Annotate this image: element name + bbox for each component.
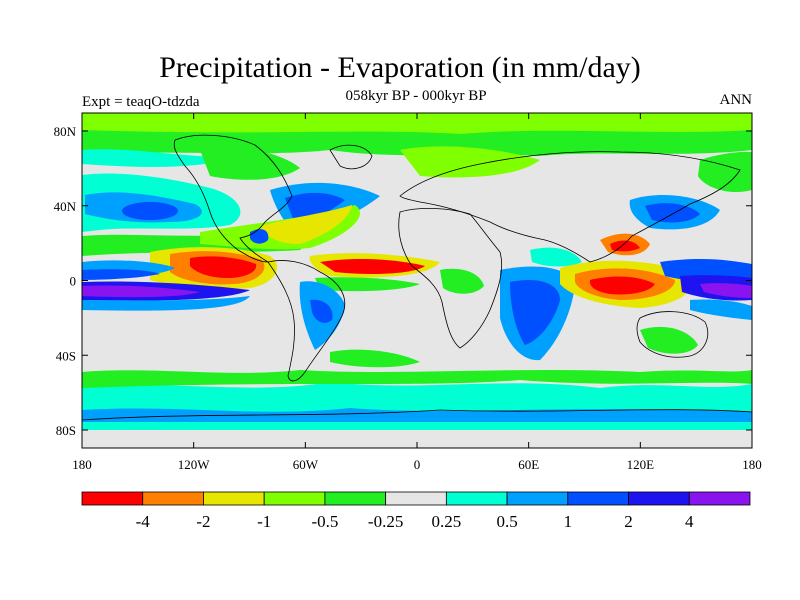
colorbar-swatch: [567, 491, 629, 506]
colorbar-swatch: [81, 491, 144, 506]
colorbar-label: 1: [564, 512, 573, 531]
coastlines: [82, 134, 752, 421]
atlantic-equatorial-red: [320, 259, 425, 274]
north-pacific-cyan: [82, 149, 240, 167]
maritime-red: [590, 276, 655, 295]
east-pacific-red: [190, 256, 257, 278]
lon-tick-label: 0: [414, 457, 421, 472]
coast-eurasia: [399, 151, 741, 263]
north-atlantic-core: [285, 192, 345, 224]
colorbar-label: -2: [196, 512, 210, 531]
lon-tick-label: 60E: [518, 457, 539, 472]
colorbar-swatch: [688, 491, 751, 506]
arabian-sea-cyan: [530, 247, 582, 267]
colorbar-label: -0.25: [368, 512, 403, 531]
south-atlantic-green: [330, 349, 420, 368]
colorbar-swatch: [263, 491, 326, 506]
australia-green: [640, 326, 698, 354]
colorbar-label: 2: [624, 512, 633, 531]
lon-tick-label: 180: [742, 457, 762, 472]
coast-south-america: [267, 260, 346, 382]
lon-tick-label: 60W: [293, 457, 319, 472]
arctic-lightgreen: [82, 113, 752, 134]
colorbar-swatch: [385, 491, 447, 506]
lon-tick-label: 120E: [627, 457, 655, 472]
latitude-axis: 80N 40N 0 40S 80S: [54, 124, 752, 438]
colorbar-label: -1: [257, 512, 271, 531]
season-label: ANN: [719, 92, 753, 108]
pacific-equatorial-core: [82, 285, 200, 298]
colorbar-label: 0.5: [496, 512, 517, 531]
coast-north-america: [173, 134, 293, 263]
colorbar: -4 -2 -1 -0.5 -0.25 0.25 0.5 1 2 4: [81, 491, 751, 531]
south-china-red: [610, 240, 640, 252]
north-pacific-storm-core: [122, 202, 178, 220]
south-pacific-blue: [690, 299, 752, 320]
colorbar-swatch: [628, 491, 690, 506]
map-subtitle: 058kyr BP - 000kyr BP: [345, 88, 487, 104]
colorbar-label: -0.5: [311, 512, 338, 531]
lat-tick-label: 40S: [56, 348, 76, 363]
colorbar-label: -4: [136, 512, 151, 531]
west-pacific-core: [700, 283, 752, 298]
colorbar-swatch: [445, 491, 508, 506]
coast-greenland: [329, 144, 373, 170]
europe-lightgreen: [400, 146, 540, 178]
lat-tick-label: 80N: [54, 124, 77, 139]
indian-ocean-core: [510, 280, 560, 345]
kuroshio-core: [645, 203, 700, 223]
southern-ocean-wet: [82, 382, 752, 430]
colorbar-label: 4: [685, 512, 694, 531]
map-title: Precipitation - Evaporation (in mm/day): [159, 51, 641, 84]
colorbar-swatch: [142, 491, 204, 506]
lon-tick-label: 120W: [178, 457, 211, 472]
subtropical-atlantic-yellow: [260, 205, 352, 244]
colorbar-label: 0.25: [431, 512, 461, 531]
caribbean-blue: [250, 229, 269, 244]
canada-green: [200, 148, 300, 180]
central-africa-green: [440, 268, 484, 294]
amazon-core: [310, 299, 333, 323]
lat-tick-label: 80S: [56, 423, 76, 438]
coast-antarctica: [82, 409, 752, 421]
lon-tick-label: 180: [72, 457, 92, 472]
atlantic-south-green: [315, 277, 420, 292]
lat-tick-label: 40N: [54, 199, 77, 214]
coast-australia: [636, 311, 709, 358]
lat-tick-label: 0: [70, 274, 77, 289]
colorbar-swatch: [324, 491, 387, 506]
pacific-south-blue: [82, 296, 250, 311]
colorbar-swatch: [203, 491, 265, 506]
coast-africa: [398, 207, 503, 349]
southern-green-band: [82, 370, 752, 388]
longitude-axis: 180 120W 60W 0 60E 120E 180: [72, 113, 762, 472]
colorbar-swatch: [506, 491, 569, 506]
southern-ocean-wet-core: [82, 408, 752, 422]
experiment-label: Expt = teaqO-tdzda: [82, 94, 200, 110]
precip-field: [82, 113, 752, 448]
pacific-itcz-core: [82, 269, 160, 280]
